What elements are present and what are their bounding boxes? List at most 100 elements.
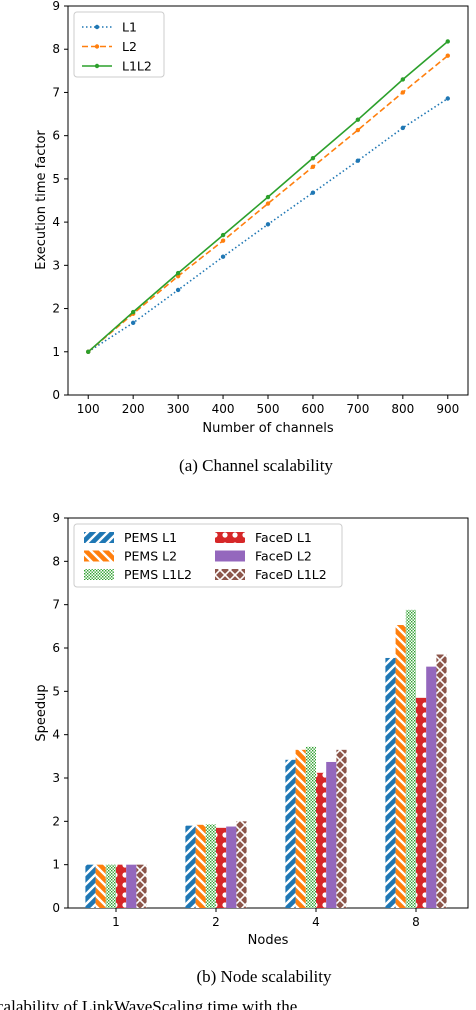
data-point-l1 (310, 190, 316, 195)
bar-faced-l1l2-4 (336, 749, 347, 908)
legend-label: L2 (122, 39, 137, 54)
plot-frame (67, 517, 469, 909)
x-tick-label: 400 (212, 402, 235, 416)
x-axis-ticks: 100 200 300 400 500 600 700 800 900 (77, 395, 459, 416)
legend-swatch (215, 532, 245, 543)
y-tick-label: 3 (52, 771, 60, 785)
y-tick-label: 6 (52, 641, 60, 655)
bar-faced-l1-1 (116, 864, 127, 908)
y-axis-label: Speedup (34, 684, 49, 741)
data-point-l1 (355, 158, 361, 163)
bar-pems-l1l2-4 (305, 746, 316, 908)
caption-a: (a) Channel scalability (179, 456, 333, 475)
bar-faced-l2-4 (326, 761, 337, 908)
x-tick-label: 300 (167, 402, 190, 416)
x-tick-label: 800 (391, 402, 414, 416)
data-point-l1 (400, 125, 406, 131)
legend-label: L1 (122, 20, 137, 35)
x-tick-label: 4 (312, 915, 320, 929)
x-tick-label: 8 (412, 915, 420, 929)
bars (85, 609, 447, 908)
data-point-l1 (445, 96, 450, 101)
data-point-l2 (355, 127, 361, 133)
y-tick-label: 4 (52, 215, 60, 229)
series-line-l2 (87, 55, 449, 353)
legend-marker (94, 63, 100, 69)
data-point-l1l2 (310, 155, 316, 161)
y-tick-label: 0 (52, 901, 60, 915)
bar-faced-l1-2 (216, 827, 227, 908)
y-tick-label: 5 (52, 172, 60, 186)
bar-pems-l2-2 (195, 824, 206, 908)
legend-swatch (84, 569, 114, 580)
x-tick-label: 100 (77, 402, 100, 416)
legend-marker (94, 44, 100, 49)
y-tick-label: 4 (52, 728, 60, 742)
data-point-l2 (445, 53, 450, 58)
y-tick-label: 7 (52, 598, 60, 612)
legend-swatch (84, 532, 114, 543)
x-tick-label: 900 (436, 402, 459, 416)
x-axis-ticks: 1 2 4 8 (112, 908, 420, 929)
data-point-l1l2 (220, 232, 226, 238)
data-point-l2 (265, 201, 271, 206)
y-tick-label: 8 (52, 42, 60, 56)
legend-label: PEMS L1 (124, 530, 177, 545)
x-axis-label: Nodes (248, 933, 289, 948)
y-tick-label: 2 (52, 814, 60, 828)
bar-faced-l1l2-8 (436, 654, 447, 908)
data-point-l1l2 (265, 194, 271, 200)
x-tick-label: 200 (122, 402, 145, 416)
legend-label: FaceD L2 (255, 549, 312, 564)
legend-label: PEMS L2 (124, 549, 177, 564)
legend: PEMS L1 PEMS L2 PEMS L1L2 FaceD L1 FaceD L2 F… (73, 523, 343, 588)
legend-swatch (215, 569, 245, 580)
bar-faced-l1-4 (316, 772, 327, 908)
data-point-l1l2 (445, 39, 450, 44)
y-tick-label: 1 (52, 858, 60, 872)
bar-faced-l2-2 (226, 826, 237, 908)
data-point-l1l2 (86, 349, 91, 354)
data-point-l1l2 (400, 77, 406, 82)
y-axis-label: Execution time factor (34, 130, 49, 270)
data-point-l2 (400, 90, 406, 95)
legend-swatch (215, 550, 245, 562)
x-tick-label: 500 (257, 402, 280, 416)
x-tick-label: 2 (212, 915, 220, 929)
bar-pems-l1-2 (185, 825, 196, 908)
y-tick-label: 9 (52, 0, 60, 13)
bar-faced-l1-8 (416, 697, 427, 908)
y-tick-label: 3 (52, 258, 60, 272)
bar-pems-l1l2-8 (405, 609, 416, 908)
bar-pems-l1-8 (385, 657, 396, 908)
y-tick-label: 2 (52, 302, 60, 316)
x-tick-label: 600 (301, 402, 324, 416)
data-point-l1 (130, 320, 136, 326)
legend-label: FaceD L1L2 (255, 567, 327, 582)
bar-pems-l1l2-2 (205, 824, 216, 908)
bar-faced-l2-8 (426, 666, 437, 908)
y-tick-label: 6 (52, 129, 60, 143)
legend-swatch (84, 550, 114, 562)
y-tick-label: 1 (52, 345, 60, 359)
legend-marker (94, 24, 100, 30)
legend-box (73, 523, 343, 588)
data-point-l1 (175, 287, 181, 293)
bar-pems-l2-8 (395, 625, 406, 908)
bar-faced-l1l2-2 (236, 821, 247, 908)
data-point-l1l2 (130, 309, 136, 315)
legend-label: L1L2 (122, 59, 152, 74)
y-tick-label: 0 (52, 388, 60, 402)
y-tick-label: 9 (52, 511, 60, 525)
x-axis-label: Number of channels (202, 421, 333, 436)
data-point-l1l2 (355, 117, 361, 122)
legend-label: PEMS L1L2 (124, 567, 192, 582)
y-tick-label: 7 (52, 85, 60, 99)
y-axis-ticks: 0 1 2 3 4 5 6 7 8 9 (52, 511, 68, 915)
bar-pems-l1-4 (285, 759, 296, 908)
data-point-l2 (220, 238, 226, 243)
y-tick-label: 5 (52, 684, 60, 698)
